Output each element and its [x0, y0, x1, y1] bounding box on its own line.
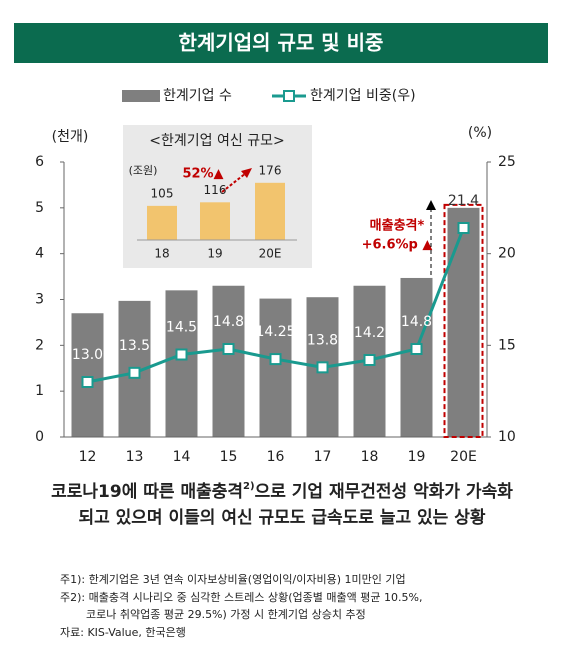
line-marker: [222, 343, 235, 355]
inset-arrow-head: [241, 168, 252, 178]
inset-annotation: 52%▲: [182, 167, 223, 182]
note: 주1): 한계기업은 3년 연속 이자보상비율(영업이익/이자비용) 1미만인 …: [60, 573, 406, 586]
x-tick-label: 12: [79, 449, 97, 465]
line-marker: [128, 366, 141, 379]
inset-value-label: 105: [151, 186, 174, 200]
data-label: 13.0: [72, 347, 103, 363]
data-label: 14.5: [166, 320, 197, 336]
y-tick-label: 4: [35, 246, 44, 262]
line-marker: [457, 222, 470, 234]
data-label: 14.8: [401, 314, 432, 330]
x-tick-label: 19: [408, 449, 426, 465]
line-marker: [175, 348, 188, 361]
note: 자료: KIS-Value, 한국은행: [60, 626, 186, 639]
y-tick-label: 3: [35, 292, 44, 308]
y2-tick-label: 10: [498, 429, 516, 445]
annotation: 매출충격*: [370, 218, 425, 234]
line-marker: [269, 353, 282, 366]
legend-swatch: [122, 90, 160, 102]
line-marker: [316, 361, 329, 374]
y2-tick-label: 20: [498, 246, 516, 262]
bar: [212, 285, 245, 437]
inset-title: <한계기업 여신 규모>: [149, 133, 284, 149]
headline: 코로나19에 따른 매출충격2)으로 기업 재무건전성 악화가 가속화: [51, 481, 513, 502]
inset-x-label: 20E: [259, 247, 282, 261]
note: 코로나 취약업종 평균 29.5%) 가정 시 한계기업 상승치 추정: [86, 607, 366, 621]
bar: [447, 207, 480, 437]
inset-value-label: 176: [259, 163, 282, 177]
x-tick-label: 20E: [450, 449, 477, 465]
inset-arrow: [221, 172, 247, 193]
x-tick-label: 17: [314, 449, 332, 465]
headline-part: 으로 기업 재무건전성 악화가 가속화: [255, 482, 514, 502]
headline-part: 코로나19에 따른 매출충격: [51, 482, 243, 502]
x-tick-label: 14: [173, 449, 191, 465]
data-label: 14.2: [354, 325, 385, 341]
x-tick-label: 13: [126, 449, 144, 465]
bar: [259, 298, 292, 437]
line-marker: [81, 376, 94, 388]
legend-label: 한계기업 수: [163, 88, 232, 104]
y-tick-label: 6: [35, 154, 44, 170]
legend-label: 한계기업 비중(우): [310, 88, 416, 104]
inset-x-label: 18: [154, 247, 169, 261]
arrow-head: [426, 200, 436, 210]
y-tick-label: 1: [35, 383, 44, 399]
title-banner: [14, 23, 548, 63]
data-label: 13.5: [119, 338, 150, 354]
y-tick-label: 0: [35, 429, 44, 445]
data-label: 14.8: [213, 314, 244, 330]
data-label: 14.25: [255, 324, 295, 340]
bar: [71, 313, 104, 437]
bar: [400, 277, 433, 437]
y2-tick-label: 15: [498, 337, 516, 353]
y2-tick-label: 25: [498, 154, 516, 170]
y-axis-label: (천개): [52, 129, 89, 145]
x-tick-label: 18: [361, 449, 379, 465]
annotation: +6.6%p ▲: [362, 238, 433, 253]
x-tick-label: 15: [220, 449, 238, 465]
x-tick-label: 16: [267, 449, 285, 465]
y-tick-label: 2: [35, 337, 44, 353]
inset-bar: [200, 202, 230, 240]
y2-axis-label: (%): [468, 125, 492, 141]
inset-x-label: 19: [207, 247, 222, 261]
chart-title: 한계기업의 규모 및 비중: [179, 31, 384, 55]
inset-value-label: 116: [204, 183, 227, 197]
legend-marker: [283, 90, 295, 102]
line-marker: [363, 354, 376, 366]
highlight-box: [443, 203, 484, 438]
headline: 되고 있으며 이들의 여신 규모도 급속도로 늘고 있는 상황: [78, 508, 485, 528]
inset-bar: [147, 205, 177, 240]
data-label: 13.8: [307, 332, 338, 348]
headline-part: 2): [243, 481, 255, 492]
inset-unit: (조원): [129, 164, 158, 177]
line-marker: [410, 343, 423, 355]
note: 주2): 매출충격 시나리오 중 심각한 스트레스 상황(업종별 매출액 평균 …: [60, 591, 422, 604]
y-tick-label: 5: [35, 200, 44, 216]
data-label: 21.4: [448, 193, 479, 209]
bar: [165, 290, 198, 437]
inset-bar: [255, 182, 285, 240]
